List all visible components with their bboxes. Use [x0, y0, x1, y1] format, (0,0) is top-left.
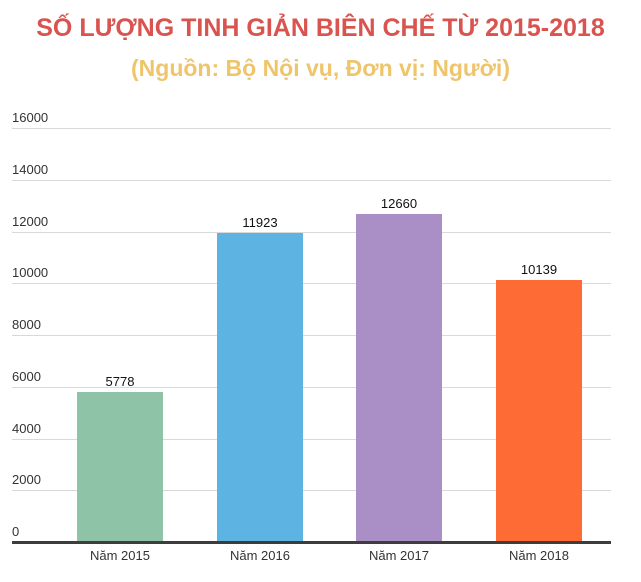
- bar-value-label: 10139: [520, 262, 558, 277]
- y-tick-label: 0: [12, 524, 20, 539]
- x-tick-label: Năm 2017: [369, 548, 429, 563]
- y-tick-label: 16000: [12, 110, 49, 125]
- chart-title: SỐ LƯỢNG TINH GIẢN BIÊN CHẾ TỪ 2015-2018: [36, 14, 605, 42]
- gridline: [12, 180, 611, 181]
- y-tick-label: 6000: [12, 369, 41, 384]
- y-tick-label: 4000: [12, 421, 41, 436]
- y-tick-label: 10000: [12, 265, 49, 280]
- bar-năm-2016[interactable]: [217, 233, 303, 542]
- bar-value-label: 11923: [242, 215, 278, 230]
- gridline: [12, 283, 611, 284]
- y-tick-label: 8000: [12, 317, 41, 332]
- bar-value-label: 5778: [105, 374, 135, 389]
- x-axis-line: [12, 541, 611, 544]
- y-tick-label: 14000: [12, 162, 49, 177]
- gridline: [12, 490, 611, 491]
- gridline: [12, 387, 611, 388]
- bar-năm-2018[interactable]: [496, 280, 582, 542]
- bar-năm-2015[interactable]: [77, 392, 163, 542]
- y-tick-label: 2000: [12, 472, 41, 487]
- gridline: [12, 335, 611, 336]
- bar-value-label: 12660: [380, 196, 418, 211]
- gridline: [12, 439, 611, 440]
- x-tick-label: Năm 2016: [230, 548, 290, 563]
- x-tick-label: Năm 2018: [509, 548, 569, 563]
- x-tick-label: Năm 2015: [90, 548, 150, 563]
- chart-subtitle: (Nguồn: Bộ Nội vụ, Đơn vị: Người): [131, 55, 510, 81]
- gridline: [12, 128, 611, 129]
- gridline: [12, 232, 611, 233]
- y-tick-label: 12000: [12, 214, 49, 229]
- bar-năm-2017[interactable]: [356, 214, 442, 542]
